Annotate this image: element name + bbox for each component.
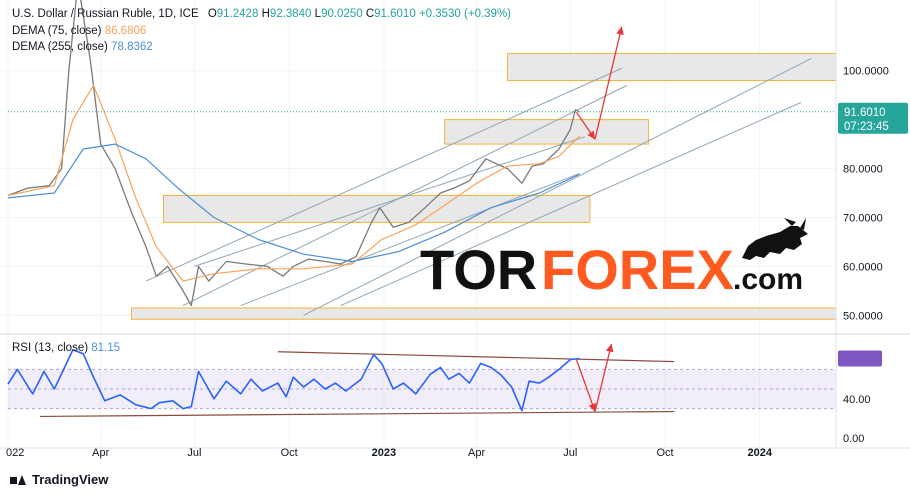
high-value: 92.3840 [269,8,312,20]
indicator-legend-dema255[interactable]: DEMA (255, close) 78.8362 [12,41,153,53]
price-tick-label: 50.0000 [843,310,883,322]
rsi-trendline [39,410,675,418]
change-value: +0.3530 (+0.39%) [418,8,512,20]
trendlines [39,58,812,418]
x-tick-label: 2024 [748,447,773,459]
dema255-value: 78.8362 [111,41,153,53]
rsi-forecast-arrow [594,343,614,412]
x-tick-label: 022 [6,447,24,459]
tradingview-branding[interactable]: TradingView [10,472,108,487]
watermark-com: .com [733,263,803,296]
x-tick-label: Jul [563,447,577,459]
open-value: 91.2428 [216,8,259,20]
bull-horn-icon [784,218,806,230]
close-value: 91.6010 [374,8,416,20]
price-trendline [145,67,622,282]
ohlc-values: O91.2428 H92.3840 L90.0250 C91.6010 +0.3… [207,8,512,20]
price-zone [444,119,650,145]
price-tick-label: 80.0000 [843,164,883,176]
price-trendline [303,58,812,316]
price-trendline [194,136,585,267]
last-price-value: 91.6010 [844,107,886,119]
symbol-legend: U.S. Dollar / Russian Ruble, 1D, ICE O91… [12,8,511,20]
rsi-legend[interactable]: RSI (13, close) 81.15 [12,342,121,354]
watermark-tor: TOR [420,238,537,301]
rsi-tick-label: 40.00 [843,394,871,406]
tradingview-label: TradingView [32,472,109,487]
x-tick-label: Apr [92,447,109,459]
rsi-band [8,368,836,410]
axes: 022 Apr Jul Oct 2023 Apr Jul Oct 2024 50.0000 60.0… [0,0,910,459]
rsi-tick-label: 0.00 [843,433,864,445]
forecast-arrows [575,26,624,412]
x-tick-label: Apr [468,447,485,459]
price-tick-label: 70.0000 [843,212,883,224]
tradingview-logo-icon [10,474,26,486]
rsi-trendline [277,351,675,363]
price-forecast-arrow [575,111,596,140]
low-value: 90.0250 [321,8,363,20]
x-tick-label: Oct [656,447,673,459]
rsi-value-badge [838,350,882,367]
price-zone [163,194,591,223]
rsi-value: 81.15 [91,342,121,354]
x-tick-label: Jul [187,447,201,459]
watermark-logo: TOR FOREX .com [420,218,808,301]
rsi-line [7,349,580,412]
x-tick-label: 2023 [372,447,396,459]
watermark-forex: FOREX [541,238,734,301]
price-zone [506,53,837,81]
dema75-value: 86.6806 [104,25,147,37]
indicator-legend-dema75[interactable]: DEMA (75, close) 86.6806 [12,25,147,37]
last-price-badge [838,102,908,134]
rsi-forecast-arrow [575,359,597,412]
bar-countdown: 07:23:45 [844,121,889,133]
price-trendline [240,172,580,307]
bull-icon [742,226,808,260]
price-tick-label: 60.0000 [843,261,883,273]
price-trendline [340,102,802,306]
dema75-line [7,84,581,282]
x-tick-label: Oct [281,447,298,459]
symbol-name: U.S. Dollar / Russian Ruble, 1D, ICE [12,8,199,20]
price-tick-label: 100.0000 [843,66,889,78]
price-forecast-arrow [594,26,624,140]
dema255-line [7,143,580,263]
series-lines [7,0,836,412]
resistance-zones [131,53,837,320]
price-zone [131,307,837,320]
